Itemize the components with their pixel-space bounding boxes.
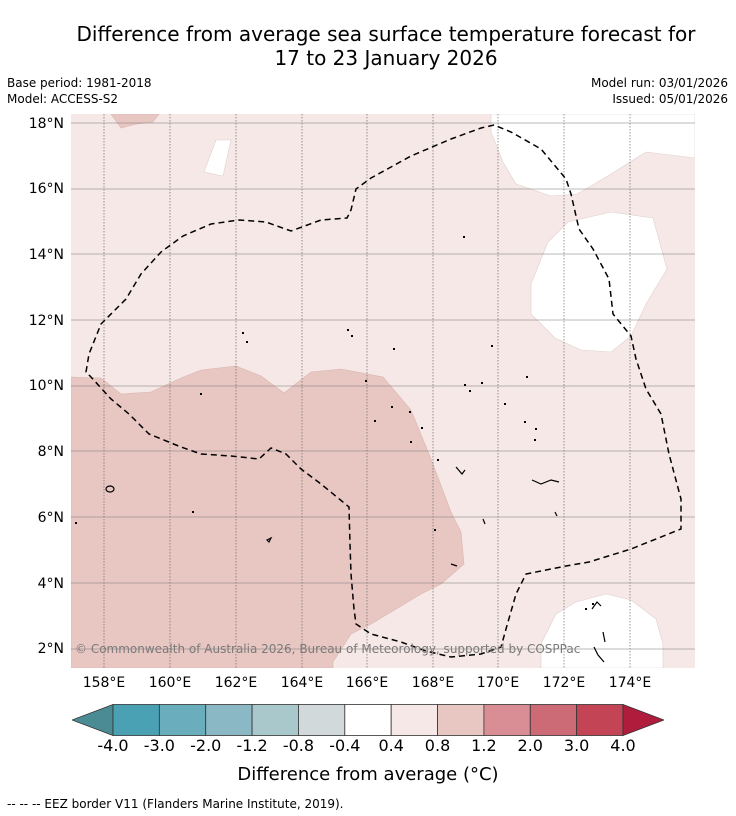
colorbar-tick-label: 0.8: [424, 736, 451, 755]
lon-label-174: 174°E: [608, 675, 652, 691]
colorbar-tick-label: 4.0: [610, 736, 636, 755]
lat-label-8: 8°N: [37, 444, 64, 460]
colorbar-segment-0: [112, 704, 160, 736]
colorbar-segment-2: [205, 704, 253, 736]
anomaly-field-near-zero-ne: [490, 114, 695, 197]
colorbar-tick-label: -3.0: [143, 736, 175, 755]
colorbar-tick-label: 0.4: [378, 736, 404, 755]
lon-label-164: 164°E: [280, 675, 324, 691]
lat-label-6: 6°N: [37, 510, 64, 526]
colorbar-tick-label: 1.2: [471, 736, 497, 755]
colorbar-tick-label: -4.0: [97, 736, 129, 755]
meta-left: Base period: 1981-2018 Model: ACCESS-S2: [7, 75, 152, 107]
lon-label-160: 160°E: [148, 675, 192, 691]
colorbar-title: Difference from average (°C): [237, 764, 499, 785]
model-run: Model run: 03/01/2026: [590, 76, 728, 90]
title-line-2: 17 to 23 January 2026: [274, 46, 498, 70]
colorbar-segment-9: [529, 704, 578, 736]
chart-title: Difference from average sea surface temp…: [40, 22, 732, 70]
colorbar-tick-label: 2.0: [517, 736, 543, 755]
lat-label-16: 16°N: [28, 181, 64, 197]
graticule-lat: [71, 122, 695, 650]
colorbar-segment-5: [344, 704, 392, 736]
colorbar-extend-high: [622, 704, 664, 736]
lat-label-12: 12°N: [28, 313, 64, 329]
colorbar-segment-1: [158, 704, 207, 736]
colorbar-segment-6: [390, 704, 438, 736]
lat-label-10: 10°N: [28, 378, 64, 394]
colorbar: [72, 704, 664, 736]
colorbar-segment-10: [576, 704, 624, 736]
colorbar-tick-label: -2.0: [190, 736, 222, 755]
meta-right: Model run: 03/01/2026 Issued: 05/01/2026: [591, 75, 728, 107]
model-name: Model: ACCESS-S2: [7, 92, 119, 106]
colorbar-tick-label: 3.0: [563, 736, 590, 755]
base-period: Base period: 1981-2018: [7, 76, 152, 90]
lon-label-170: 170°E: [476, 675, 520, 691]
colorbar-segment-4: [298, 704, 346, 736]
islands: [105, 466, 606, 663]
map-area: [71, 114, 695, 668]
lon-label-168: 168°E: [411, 675, 455, 691]
lat-label-14: 14°N: [28, 247, 64, 263]
copyright-notice: © Commonwealth of Australia 2026, Bureau…: [75, 642, 581, 656]
colorbar-segment-3: [251, 704, 299, 736]
lat-label-2: 2°N: [37, 641, 64, 657]
colorbar-tick-label: -0.8: [282, 736, 315, 755]
eez-legend: -- -- -- EEZ border V11 (Flanders Marine…: [7, 797, 344, 811]
lon-label-162: 162°E: [214, 675, 258, 691]
anomaly-field-near-zero-nw: [203, 139, 232, 177]
title-line-1: Difference from average sea surface temp…: [76, 22, 696, 46]
lon-label-158: 158°E: [82, 675, 126, 691]
eez-border: [85, 124, 682, 658]
anomaly-field-near-zero-se: [540, 593, 664, 668]
islets: [75, 236, 594, 610]
issued-date: Issued: 05/01/2026: [612, 92, 728, 106]
lat-label-18: 18°N: [28, 116, 64, 132]
colorbar-tick-label: -0.4: [329, 736, 361, 755]
lon-label-172: 172°E: [542, 675, 586, 691]
colorbar-extend-low: [72, 704, 114, 736]
lon-label-166: 166°E: [345, 675, 389, 691]
colorbar-tick-label: -1.2: [236, 736, 268, 755]
colorbar-segment-7: [437, 704, 485, 736]
lat-label-4: 4°N: [37, 576, 64, 592]
colorbar-segment-8: [483, 704, 531, 736]
